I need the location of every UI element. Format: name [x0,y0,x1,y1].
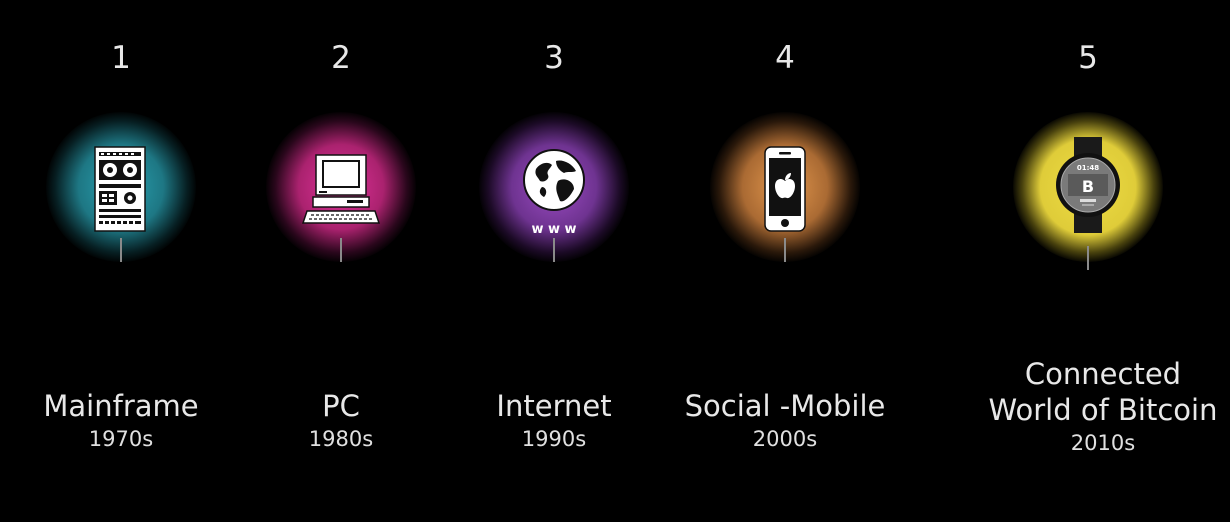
era-label: PC 1980s [211,388,471,454]
connector-line [120,238,122,262]
era-title-line2: World of Bitcoin [988,393,1218,427]
connector-line [340,238,342,262]
era-label: Internet 1990s [424,388,684,454]
era-pc: 2 PC 1980s [221,0,461,522]
era-label: Connected World of Bitcoin 2010s [958,356,1230,458]
era-number: 2 [331,40,351,76]
era-bitcoin: 5 01:48 B Connected World of Bitcoin 201… [968,0,1218,522]
era-title-line1: Connected [1024,357,1182,391]
era-decade: 2000s [752,427,818,451]
connector-line [784,238,786,262]
connector-line [553,238,555,262]
era-number: 1 [111,40,131,76]
era-internet: 3 w w w Internet 1990s [434,0,674,522]
era-label: Social -Mobile 2000s [655,388,915,454]
connector-line [1087,246,1089,270]
era-title: PC [322,389,360,423]
era-title: Mainframe [43,389,199,423]
watch-time: 01:48 [1077,164,1099,172]
era-label: Mainframe 1970s [0,388,251,454]
computer-icon [291,125,391,245]
era-decade: 1970s [88,427,154,451]
era-title: Social -Mobile [684,389,886,423]
era-decade: 2010s [1070,431,1136,455]
era-decade: 1990s [521,427,587,451]
era-number: 3 [544,40,564,76]
bitcoin-symbol: B [1082,177,1094,196]
era-title: Internet [496,389,612,423]
era-decade: 1980s [308,427,374,451]
era-number: 5 [1078,40,1098,76]
www-text: w w w [531,222,576,237]
globe-www-icon: w w w [504,125,604,245]
smartphone-icon [735,125,835,245]
era-number: 4 [775,40,795,76]
mainframe-icon [71,125,171,245]
smartwatch-bitcoin-icon: 01:48 B [1038,125,1138,245]
era-mainframe: 1 [1,0,241,522]
era-social-mobile: 4 Social -Mobile 2000s [665,0,905,522]
